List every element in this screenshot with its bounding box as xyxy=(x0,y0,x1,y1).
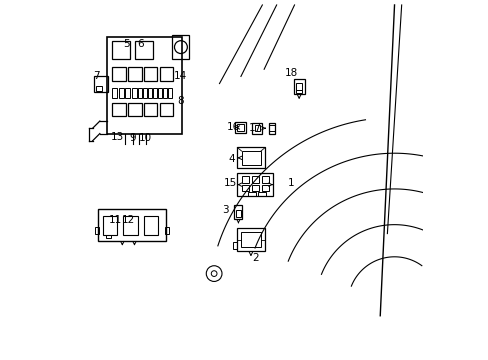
Bar xyxy=(236,228,264,251)
Bar xyxy=(234,205,242,219)
Bar xyxy=(236,210,240,217)
Bar xyxy=(112,103,125,116)
Bar xyxy=(237,124,244,131)
Text: 15: 15 xyxy=(224,178,237,188)
Text: 10: 10 xyxy=(138,133,151,143)
Bar xyxy=(135,41,152,59)
Bar xyxy=(258,192,265,196)
Bar xyxy=(158,88,162,98)
Bar xyxy=(106,235,110,238)
Bar xyxy=(251,185,258,192)
Bar xyxy=(251,176,258,183)
Text: 5: 5 xyxy=(123,39,130,49)
Bar xyxy=(172,35,189,59)
Text: 16: 16 xyxy=(226,122,239,132)
Bar xyxy=(233,242,237,249)
Bar xyxy=(168,88,171,98)
Bar xyxy=(143,103,157,116)
Bar xyxy=(95,227,99,234)
Text: 18: 18 xyxy=(284,68,297,78)
Bar xyxy=(261,176,268,183)
Text: 9: 9 xyxy=(129,133,136,143)
Bar xyxy=(293,79,304,94)
Text: 2: 2 xyxy=(251,252,258,262)
Bar xyxy=(252,123,262,134)
Bar xyxy=(102,216,117,235)
Bar xyxy=(295,83,302,90)
Bar xyxy=(143,67,157,81)
Bar xyxy=(241,176,248,183)
Text: 17: 17 xyxy=(248,123,261,133)
Bar xyxy=(131,88,136,98)
Bar xyxy=(241,185,248,192)
Bar xyxy=(237,173,272,196)
Bar xyxy=(247,192,255,196)
Bar xyxy=(107,37,182,134)
Text: 4: 4 xyxy=(228,154,235,163)
Bar xyxy=(123,216,138,235)
Bar xyxy=(268,125,274,131)
Bar xyxy=(112,88,117,98)
Bar xyxy=(148,88,151,98)
Bar xyxy=(160,103,173,116)
Bar xyxy=(144,216,158,235)
Bar xyxy=(112,67,125,81)
Text: 1: 1 xyxy=(287,178,294,188)
Bar xyxy=(235,122,245,133)
Bar xyxy=(261,185,268,192)
Bar xyxy=(112,41,130,59)
Bar xyxy=(96,86,102,91)
Bar xyxy=(160,67,173,81)
Text: 8: 8 xyxy=(177,96,183,107)
Bar xyxy=(241,232,261,247)
Text: 11: 11 xyxy=(108,215,122,225)
Bar xyxy=(241,151,261,165)
Bar xyxy=(143,88,146,98)
Text: 6: 6 xyxy=(137,39,144,49)
Bar xyxy=(138,88,142,98)
Bar xyxy=(295,90,302,93)
Bar xyxy=(268,123,274,134)
Text: 12: 12 xyxy=(122,215,135,225)
Text: 7: 7 xyxy=(93,71,100,81)
Text: 14: 14 xyxy=(173,71,186,81)
Bar xyxy=(237,148,264,168)
Text: 13: 13 xyxy=(111,132,124,142)
Bar xyxy=(125,88,130,98)
Bar xyxy=(254,125,260,131)
Bar xyxy=(94,76,108,93)
Bar xyxy=(128,67,142,81)
Bar xyxy=(165,227,168,234)
Bar xyxy=(119,88,123,98)
Bar xyxy=(153,88,156,98)
Bar xyxy=(128,103,142,116)
Bar xyxy=(163,88,166,98)
Text: 3: 3 xyxy=(222,205,228,215)
Bar xyxy=(98,208,165,241)
